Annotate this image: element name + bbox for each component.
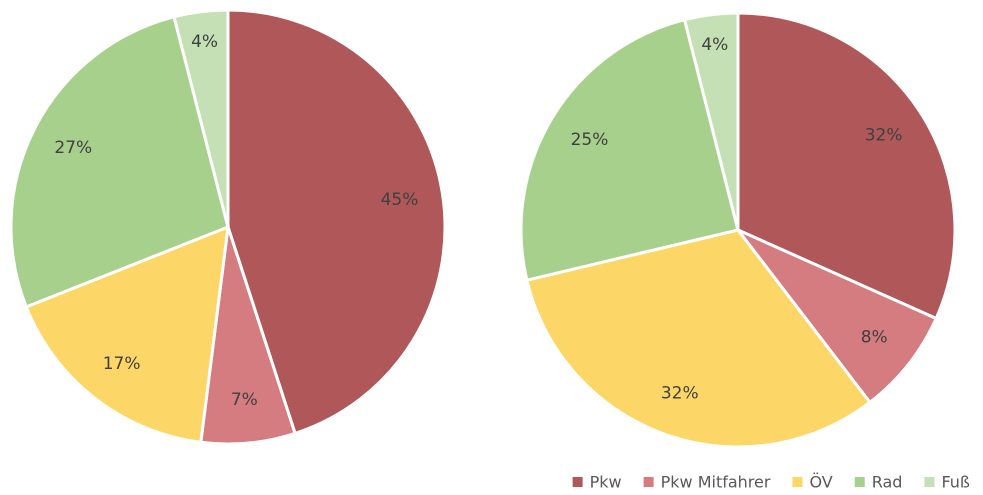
- data-label: 27%: [54, 138, 92, 158]
- legend-text: Fuß: [941, 473, 970, 492]
- data-label: 4%: [701, 35, 728, 55]
- legend-text: ÖV: [809, 473, 832, 492]
- data-label: 45%: [381, 190, 419, 210]
- legend-text: Rad: [872, 473, 903, 492]
- data-label: 25%: [571, 130, 609, 150]
- data-label: 4%: [191, 32, 218, 52]
- data-label: 7%: [231, 390, 258, 410]
- pie-slice: [172, 8, 230, 228]
- data-label: 32%: [661, 384, 699, 404]
- pie-slice: [519, 17, 740, 282]
- pie-slice: [9, 14, 230, 309]
- legend-swatch: [572, 477, 583, 487]
- legend-text: Pkw Mitfahrer: [661, 473, 771, 492]
- legend-swatch: [924, 477, 935, 487]
- legend-swatch: [854, 477, 865, 487]
- pie-slice: [525, 228, 872, 449]
- legend-text: Pkw: [590, 473, 622, 492]
- pie-slice: [736, 228, 939, 405]
- data-label: 32%: [865, 126, 903, 146]
- pie-slice: [226, 8, 447, 436]
- legend-swatch: [792, 477, 803, 487]
- pie-slice: [24, 224, 230, 444]
- data-label: 17%: [103, 354, 141, 374]
- data-label: 8%: [861, 328, 888, 348]
- pie-slice: [682, 11, 740, 231]
- pie-slice: [736, 11, 957, 321]
- legend-swatch: [643, 477, 654, 487]
